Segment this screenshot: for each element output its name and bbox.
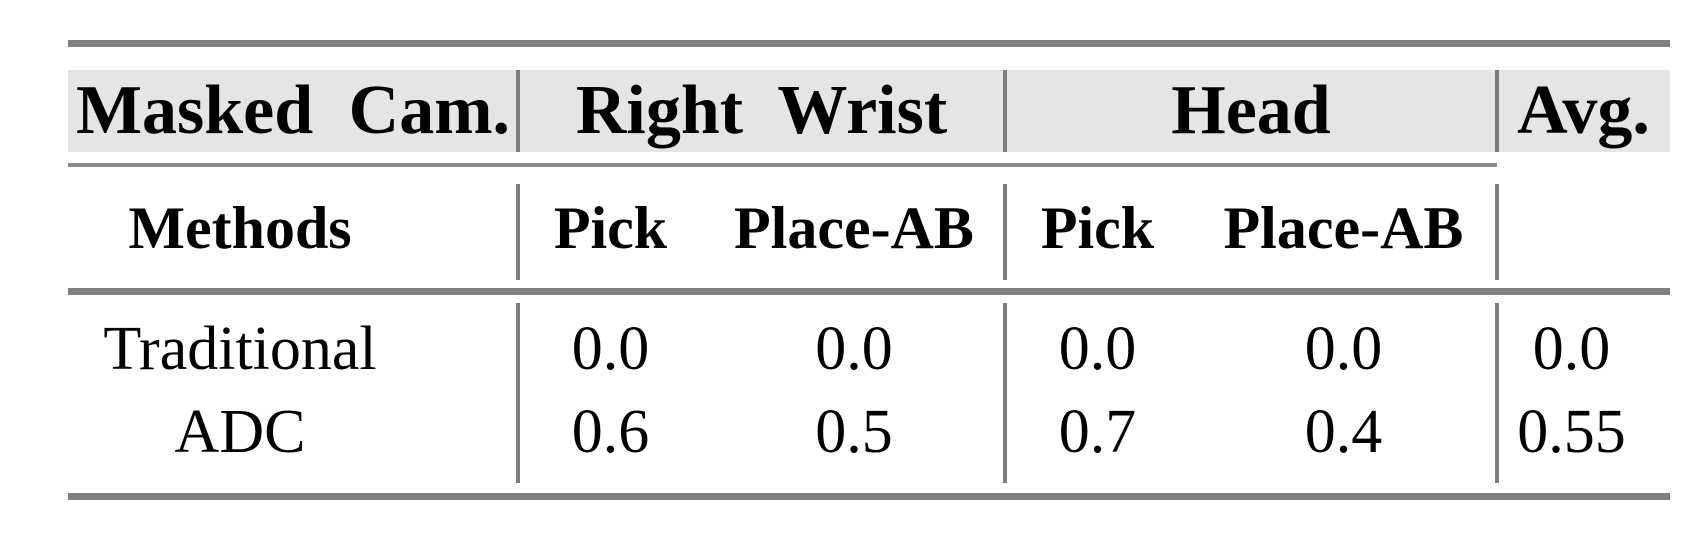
column-separator (1495, 303, 1499, 483)
bottom-rule (68, 493, 1670, 500)
method-label: Traditional (103, 315, 377, 383)
value-head-pick: 0.7 (1058, 397, 1137, 466)
value-head-place-ab: 0.4 (1304, 397, 1383, 466)
value-avg: 0.0 (1532, 315, 1611, 383)
column-separator (516, 70, 520, 152)
header-row-methods: Methods Pick Place-AB Pick Place-AB (68, 167, 1670, 288)
col-header-head-pick: Pick (1040, 194, 1155, 261)
col-header-avg: Avg. (1517, 72, 1650, 149)
col-header-masked-cam: Masked Cam. (75, 72, 511, 149)
col-header-methods: Methods (128, 194, 352, 261)
value-head-place-ab: 0.0 (1304, 315, 1383, 383)
column-separator (1495, 184, 1499, 280)
column-separator (516, 303, 520, 483)
col-group-head: Head (1171, 72, 1331, 149)
col-header-rw-pick: Pick (553, 194, 668, 261)
header-row-groups: Masked Cam. Right Wrist Head Avg. (68, 70, 1670, 152)
col-header-rw-place-ab: Place-AB (734, 194, 974, 261)
column-separator (516, 184, 520, 280)
value-rw-pick: 0.6 (571, 397, 650, 466)
column-separator (1003, 70, 1007, 152)
table-row: ADC 0.6 0.5 0.7 0.4 0.55 (68, 384, 1670, 479)
value-avg: 0.55 (1517, 397, 1626, 466)
column-separator (1495, 70, 1499, 152)
header-band (68, 70, 1670, 152)
top-rule (68, 40, 1670, 47)
table-row: Traditional 0.0 0.0 0.0 0.0 0.0 (68, 300, 1670, 398)
method-label: ADC (174, 397, 306, 466)
col-header-head-place-ab: Place-AB (1223, 194, 1464, 261)
value-head-pick: 0.0 (1058, 315, 1137, 383)
col-group-right-wrist: Right Wrist (575, 72, 948, 149)
body-top-rule (68, 288, 1670, 295)
column-separator (1003, 184, 1007, 280)
value-rw-place-ab: 0.5 (815, 397, 893, 466)
value-rw-place-ab: 0.0 (815, 315, 893, 383)
value-rw-pick: 0.0 (571, 315, 650, 383)
header-partial-rule (68, 163, 1497, 167)
column-separator (1003, 303, 1007, 483)
